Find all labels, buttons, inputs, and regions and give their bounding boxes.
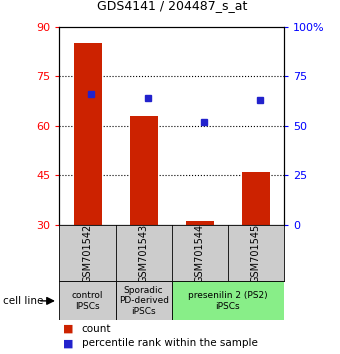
Text: presenilin 2 (PS2)
iPSCs: presenilin 2 (PS2) iPSCs — [188, 291, 268, 310]
Bar — [172, 281, 284, 320]
Text: Sporadic
PD-derived
iPSCs: Sporadic PD-derived iPSCs — [119, 286, 169, 316]
Text: percentile rank within the sample: percentile rank within the sample — [82, 338, 257, 348]
Text: cell line: cell line — [3, 296, 44, 306]
Text: count: count — [82, 324, 111, 333]
Text: GSM701544: GSM701544 — [195, 223, 205, 283]
Text: control
IPSCs: control IPSCs — [72, 291, 103, 310]
Text: GSM701543: GSM701543 — [139, 223, 149, 283]
Bar — [186, 222, 214, 225]
Bar — [59, 281, 116, 320]
Bar — [116, 281, 172, 320]
Text: ■: ■ — [63, 338, 73, 348]
Text: ■: ■ — [63, 324, 73, 333]
Text: GDS4141 / 204487_s_at: GDS4141 / 204487_s_at — [97, 0, 247, 12]
Bar — [130, 116, 158, 225]
Text: GSM701542: GSM701542 — [83, 223, 92, 283]
Bar — [242, 172, 270, 225]
Text: GSM701545: GSM701545 — [251, 223, 261, 283]
Bar — [73, 43, 102, 225]
